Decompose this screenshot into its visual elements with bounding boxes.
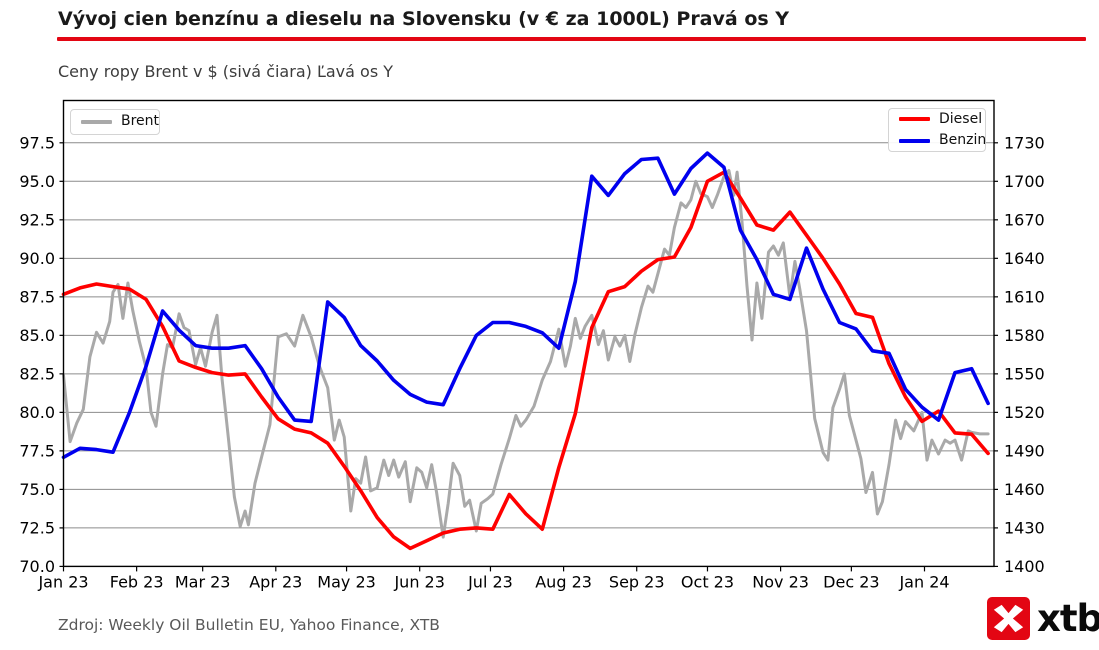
x-axis-tick-label: Jan 23 xyxy=(37,572,88,591)
grid-layer xyxy=(63,142,994,529)
right-axis-tick-label: 1580 xyxy=(1004,326,1045,345)
brand-red-rule xyxy=(57,37,1086,41)
legend-row-benzin: Benzin xyxy=(899,132,986,148)
left-axis-tick-label: 97.5 xyxy=(19,133,55,152)
x-axis-tick-label: Mar 23 xyxy=(175,572,231,591)
right-axis-tick-label: 1490 xyxy=(1004,441,1045,460)
right-axis-tick-label: 1700 xyxy=(1004,172,1045,191)
legend-label-diesel: Diesel xyxy=(939,110,983,127)
axis-labels: 97.5 95.0 92.5 90.0 87.5 85.0 82.5 80.0 77.5 75.0… xyxy=(19,133,1044,591)
page-title: Vývoj cien benzínu a dieselu na Slovensk… xyxy=(58,8,790,30)
series-line-benzin xyxy=(61,151,990,460)
left-axis-tick-label: 87.5 xyxy=(19,287,55,306)
legend-fuel: Diesel Benzin xyxy=(888,108,986,152)
legend-label-benzin: Benzin xyxy=(939,132,987,148)
right-axis-tick-label: 1550 xyxy=(1004,364,1045,383)
legend-label-brent: Brent xyxy=(121,113,160,130)
series-line-brent xyxy=(62,169,990,539)
x-axis-tick-label: Jul 23 xyxy=(467,572,513,591)
left-axis-tick-label: 82.5 xyxy=(19,364,55,383)
right-axis-tick-label: 1670 xyxy=(1004,210,1045,229)
source-note: Zdroj: Weekly Oil Bulletin EU, Yahoo Fin… xyxy=(58,616,440,634)
series-layer xyxy=(61,151,990,551)
x-axis-tick-label: Jan 24 xyxy=(898,572,949,591)
left-axis-tick-label: 70.0 xyxy=(19,557,55,576)
benzin-line-swatch xyxy=(899,138,930,143)
legend-row-brent: Brent xyxy=(81,113,159,129)
plot-frame xyxy=(62,99,995,568)
left-axis-tick-label: 90.0 xyxy=(19,249,55,268)
right-axis-tick-label: 1730 xyxy=(1004,133,1045,152)
left-axis-tick-label: 85.0 xyxy=(19,326,55,345)
x-axis-tick-label: Sep 23 xyxy=(609,572,665,591)
legend-row-diesel: Diesel xyxy=(899,111,982,127)
x-axis-tick-label: Feb 23 xyxy=(110,572,164,591)
right-axis-tick-label: 1520 xyxy=(1004,403,1045,422)
diesel-line-swatch xyxy=(899,117,930,122)
right-axis-tick-label: 1460 xyxy=(1004,480,1045,499)
x-axis-tick-label: Aug 23 xyxy=(535,572,592,591)
plot-border xyxy=(62,99,995,568)
left-axis-tick-label: 80.0 xyxy=(19,403,55,422)
x-axis-tick-label: Dec 23 xyxy=(823,572,879,591)
xtb-logo: xtb xyxy=(987,597,1099,640)
x-axis-tick-label: Oct 23 xyxy=(681,572,734,591)
right-axis-tick-label: 1430 xyxy=(1004,518,1045,537)
right-axis-tick-label: 1640 xyxy=(1004,249,1045,268)
xtb-x-icon xyxy=(993,604,1024,633)
right-axis-tick-label: 1400 xyxy=(1004,557,1045,576)
x-axis-tick-label: May 23 xyxy=(317,572,376,591)
x-axis-tick-label: Apr 23 xyxy=(249,572,302,591)
brent-line-swatch xyxy=(81,120,112,124)
left-axis-tick-label: 95.0 xyxy=(19,172,55,191)
x-axis-tick-label: Nov 23 xyxy=(752,572,809,591)
right-axis-tick-label: 1610 xyxy=(1004,287,1045,306)
series-line-diesel xyxy=(61,170,990,551)
legend-brent: Brent xyxy=(70,109,160,135)
left-axis-tick-label: 72.5 xyxy=(19,518,55,537)
x-axis-tick-label: Jun 23 xyxy=(393,572,444,591)
page-subtitle: Ceny ropy Brent v $ (sivá čiara) Ľavá os… xyxy=(58,62,394,81)
axis-ticks xyxy=(59,142,998,572)
left-axis-tick-label: 92.5 xyxy=(19,210,55,229)
xtb-logo-text: xtb xyxy=(1037,597,1099,640)
xtb-logo-mark xyxy=(987,597,1030,640)
left-axis-tick-label: 75.0 xyxy=(19,480,55,499)
left-axis-tick-label: 77.5 xyxy=(19,441,55,460)
